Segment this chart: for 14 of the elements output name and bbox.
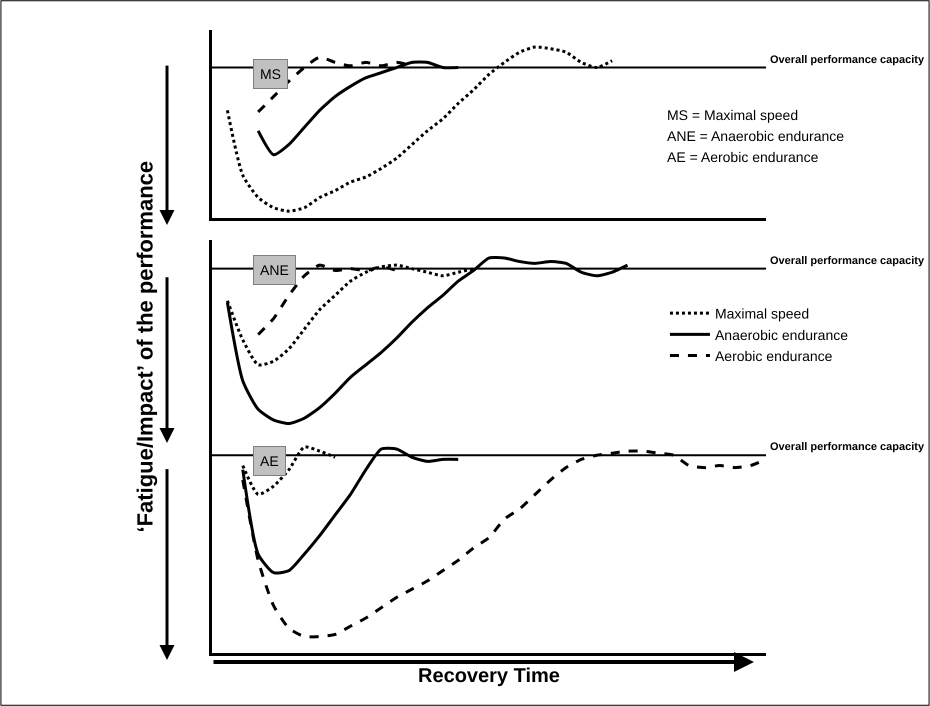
ref-line-label: Overall performance capacity — [770, 54, 925, 66]
annotation: ANE = Anaerobic endurance — [667, 128, 844, 144]
y-axis-title: ‘Fatigue/Impact’ of the performance — [132, 160, 158, 532]
annotation: ANE — [260, 262, 289, 278]
legend-label: Anaerobic endurance — [714, 326, 848, 343]
annotation: AE = Aerobic endurance — [667, 149, 819, 165]
annotation: AE — [260, 453, 279, 469]
annotation: MS = Maximal speed — [667, 107, 798, 123]
legend-label: Aerobic endurance — [714, 348, 833, 364]
x-axis-title: Recovery Time — [418, 665, 560, 687]
ref-line-label: Overall performance capacity — [770, 255, 925, 267]
legend-label: Maximal speed — [714, 306, 810, 322]
ref-line-label: Overall performance capacity — [770, 441, 925, 453]
annotation: MS — [260, 66, 281, 82]
